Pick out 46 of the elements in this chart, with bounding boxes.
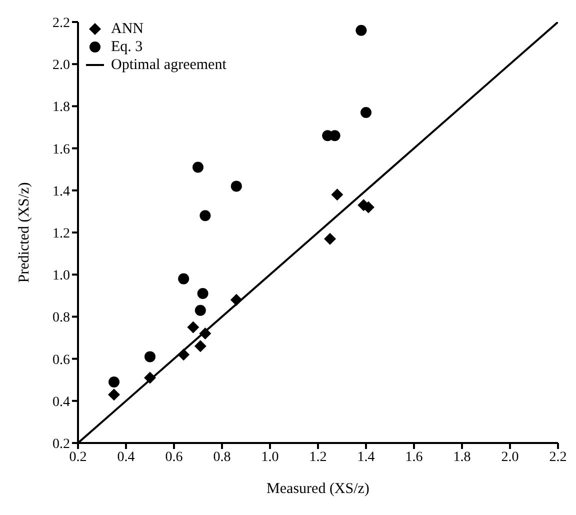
legend-label: ANN [111, 20, 144, 38]
point [192, 162, 204, 173]
point [200, 210, 211, 222]
y-tick-label: 0.2 [52, 436, 70, 452]
point [197, 288, 208, 300]
point [356, 24, 367, 36]
point [194, 340, 206, 352]
x-tick-label: 0.2 [69, 450, 87, 465]
point [230, 294, 242, 306]
y-tick-label: 1.4 [52, 184, 70, 200]
legend-label: Optimal agreement [111, 56, 226, 74]
point [230, 180, 242, 192]
y-tick-label: 0.8 [52, 310, 70, 326]
x-tick-label: 1.2 [309, 450, 327, 465]
x-tick-label: 1.6 [405, 450, 423, 465]
y-tick-label: 1.0 [52, 268, 70, 284]
point [108, 376, 120, 388]
point [194, 304, 206, 316]
point [360, 107, 372, 118]
y-axis-title: Predicted (XS/z) [16, 182, 32, 283]
point [178, 273, 190, 284]
point [108, 388, 120, 401]
x-tick-label: 2.2 [549, 450, 567, 465]
x-tick-label: 1.0 [261, 450, 279, 465]
y-tick-label: 2.2 [52, 16, 70, 31]
point [331, 188, 344, 201]
y-tick-label: 0.4 [52, 394, 70, 410]
y-tick-label: 2.0 [52, 58, 70, 74]
x-tick-label: 0.8 [213, 450, 231, 465]
point [144, 351, 156, 362]
point [324, 232, 336, 245]
point [178, 348, 190, 361]
y-tick-label: 0.6 [52, 352, 70, 368]
x-tick-label: 2.0 [501, 450, 519, 465]
x-tick-label: 1.4 [357, 450, 375, 465]
y-tick-label: 1.8 [52, 100, 70, 116]
x-axis-title: Measured (XS/z) [266, 481, 370, 497]
y-tick-label: 1.6 [52, 142, 70, 158]
x-tick-label: 0.6 [165, 450, 183, 465]
y-tick-label: 1.2 [52, 226, 70, 242]
point [144, 372, 156, 384]
x-tick-label: 1.8 [453, 450, 471, 465]
point [187, 321, 200, 334]
legend-label: Eq. 3 [111, 38, 143, 56]
x-tick-label: 0.4 [117, 450, 135, 465]
point [199, 328, 212, 340]
